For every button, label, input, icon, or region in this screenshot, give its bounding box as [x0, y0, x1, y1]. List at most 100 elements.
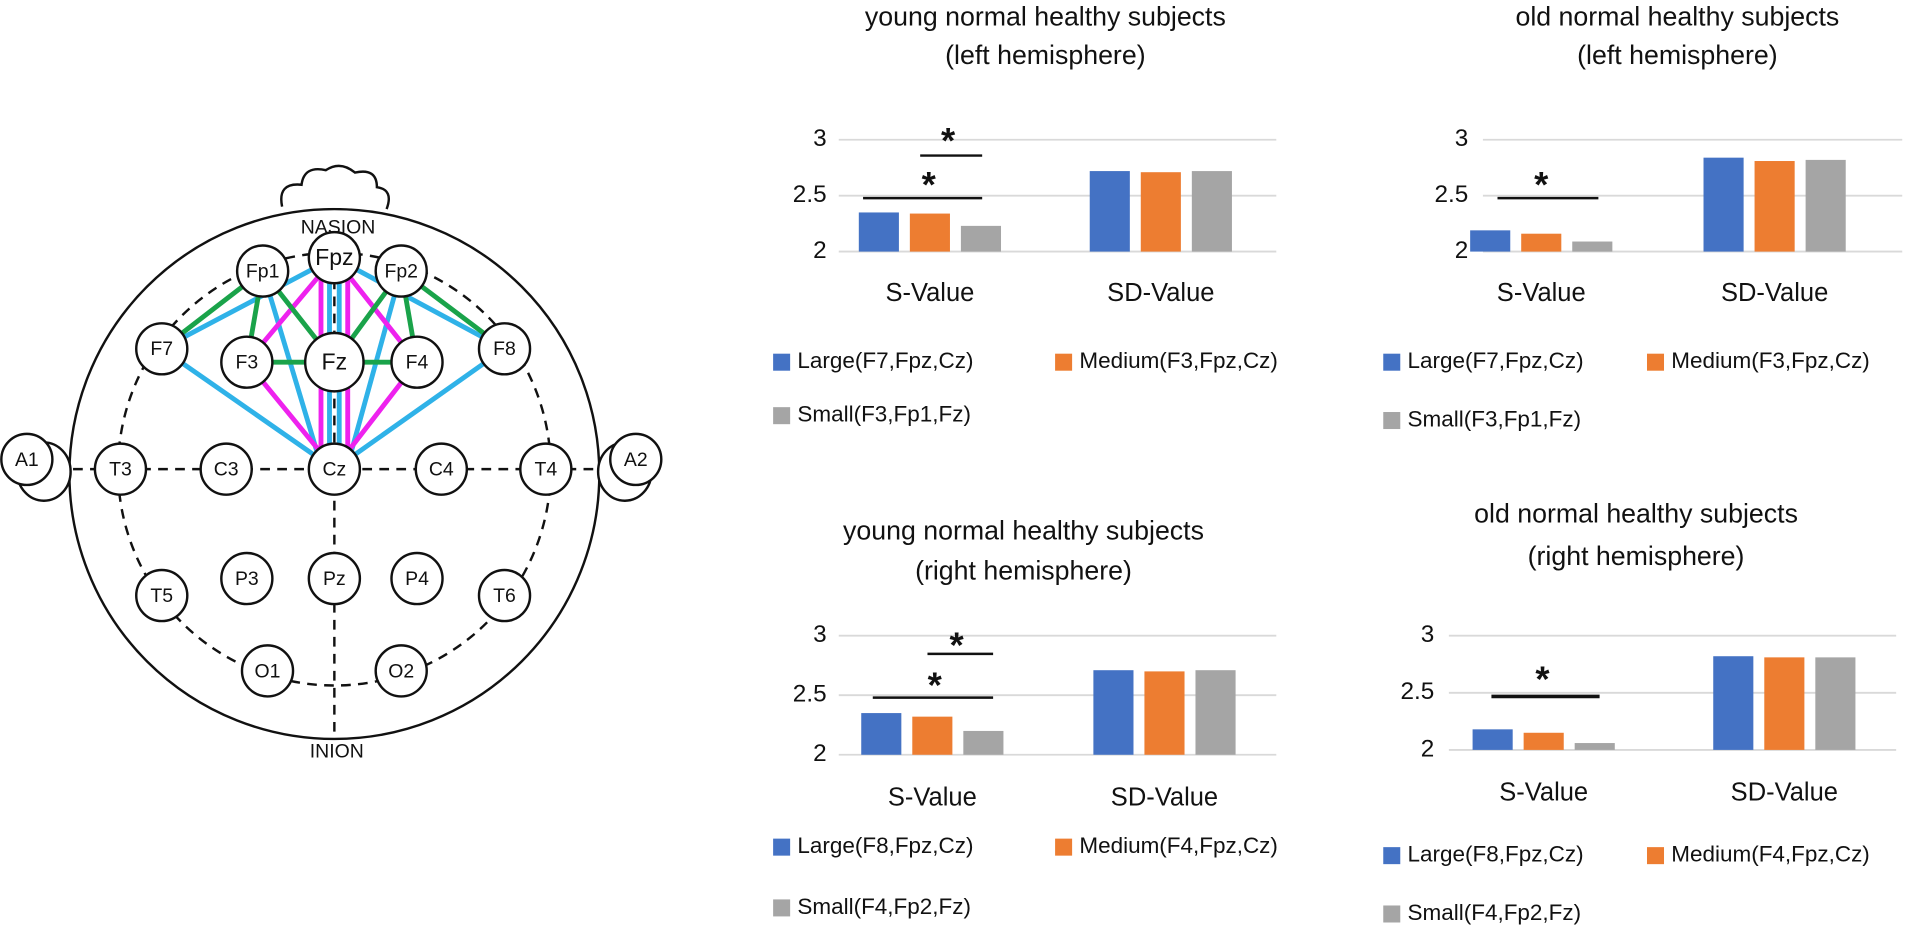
- bar: [1144, 671, 1185, 755]
- legend-label: Small(F3,Fp1,Fz): [1408, 406, 1582, 431]
- electrode: [414, 442, 469, 496]
- chart-title: young normal healthy subjects: [865, 1, 1226, 31]
- link: [159, 346, 337, 472]
- bar: [1470, 230, 1511, 252]
- x-tick-label: SD-Value: [1111, 783, 1218, 811]
- chart-title: young normal healthy subjects: [843, 515, 1204, 545]
- x-tick-label: S-Value: [885, 279, 974, 307]
- legend-label: Large(F7,Fpz,Cz): [797, 348, 973, 373]
- electrode: [220, 335, 274, 389]
- legend-label: Small(F4,Fp2,Fz): [1408, 900, 1582, 925]
- legend-swatch: [773, 838, 791, 856]
- x-tick-label: S-Value: [1499, 778, 1588, 806]
- x-tick-label: S-Value: [888, 783, 977, 811]
- annotation: *: [922, 164, 937, 205]
- electrode-label: P3: [235, 568, 259, 590]
- legend-swatch: [1646, 847, 1665, 865]
- legend-swatch: [1646, 353, 1665, 371]
- electrode: [519, 442, 573, 496]
- legend-swatch: [1055, 838, 1073, 856]
- bar: [1805, 159, 1846, 252]
- link: [159, 255, 337, 352]
- electrode-label: Fpz: [315, 244, 353, 270]
- annotation: *: [941, 120, 956, 161]
- legend-swatch: [1383, 847, 1401, 865]
- link: [260, 268, 325, 472]
- electrode-label: A2: [624, 449, 648, 471]
- electrode: [135, 568, 189, 623]
- y-tick-label: 3: [813, 621, 827, 648]
- electrode: [240, 644, 295, 698]
- link: [331, 346, 507, 472]
- electrode-label: Cz: [322, 459, 346, 481]
- x-tick-label: SD-Value: [1721, 279, 1828, 307]
- chart-title: old normal healthy subjects: [1474, 498, 1798, 528]
- x-tick-label: SD-Value: [1731, 778, 1838, 806]
- electrode: [307, 230, 362, 285]
- legend-label: Large(F8,Fpz,Cz): [1408, 842, 1584, 867]
- chart-title: old normal healthy subjects: [1515, 1, 1839, 31]
- bar: [1764, 657, 1805, 750]
- bar: [1093, 670, 1134, 755]
- electrode: [374, 244, 428, 298]
- legend-swatch: [773, 407, 791, 425]
- y-tick-label: 2.5: [1435, 181, 1469, 208]
- electrode: [0, 432, 54, 487]
- legend-swatch: [1055, 353, 1073, 371]
- electrode-label: T4: [534, 459, 557, 481]
- annotation: *: [928, 665, 943, 706]
- bar: [960, 225, 1002, 252]
- electrode-label: F3: [236, 352, 259, 374]
- chart-title: (right hemisphere): [1528, 541, 1745, 571]
- electrode-label: T6: [493, 585, 516, 607]
- bar: [912, 716, 953, 755]
- landmark-label: INION: [310, 740, 364, 762]
- chart-title: (left hemisphere): [1577, 40, 1777, 70]
- electrode-label: Fp1: [246, 260, 280, 282]
- y-tick-label: 3: [813, 125, 827, 152]
- legend-swatch: [773, 353, 791, 371]
- bar: [1472, 729, 1513, 750]
- legend-label: Large(F7,Fpz,Cz): [1408, 348, 1584, 373]
- electrode-label: Fp2: [384, 260, 418, 282]
- x-tick-label: SD-Value: [1107, 279, 1214, 307]
- bar: [1089, 171, 1130, 252]
- electrode-label: T3: [109, 459, 132, 481]
- nose: [280, 164, 390, 210]
- electrode: [390, 551, 444, 606]
- y-tick-label: 2.5: [793, 181, 827, 208]
- electrode-label: F8: [493, 338, 516, 360]
- electrode: [477, 568, 532, 623]
- electrode-label: C4: [429, 459, 454, 481]
- y-tick-label: 2: [813, 740, 827, 767]
- electrode-label: F4: [406, 352, 429, 374]
- bar: [1574, 743, 1615, 750]
- electrode-label: T5: [150, 585, 173, 607]
- legend-swatch: [1383, 353, 1401, 371]
- electrode: [390, 335, 444, 389]
- legend-label: Small(F4,Fp2,Fz): [797, 894, 971, 919]
- link: [331, 255, 507, 352]
- electrode: [135, 322, 189, 376]
- legend-label: Medium(F4,Fpz,Cz): [1079, 833, 1278, 858]
- electrode: [477, 322, 532, 376]
- electrode-label: O1: [255, 660, 281, 682]
- electrode: [303, 331, 365, 393]
- landmark-label: NASION: [301, 217, 376, 239]
- legend-label: Large(F8,Fpz,Cz): [797, 833, 973, 858]
- electrode: [374, 644, 428, 698]
- legend-swatch: [1383, 905, 1401, 923]
- legend-label: Medium(F4,Fpz,Cz): [1671, 842, 1870, 867]
- electrode-label: O2: [388, 660, 414, 682]
- bar: [1572, 241, 1613, 252]
- bar: [1523, 732, 1564, 750]
- electrode: [93, 442, 148, 496]
- electrode-label: Pz: [323, 568, 346, 590]
- chart-title: (left hemisphere): [945, 40, 1145, 70]
- electrode-label: C3: [214, 459, 239, 481]
- electrode-label: Fz: [322, 348, 348, 374]
- y-tick-label: 2.5: [1401, 678, 1435, 705]
- bar: [909, 213, 950, 252]
- annotation: *: [1535, 658, 1550, 699]
